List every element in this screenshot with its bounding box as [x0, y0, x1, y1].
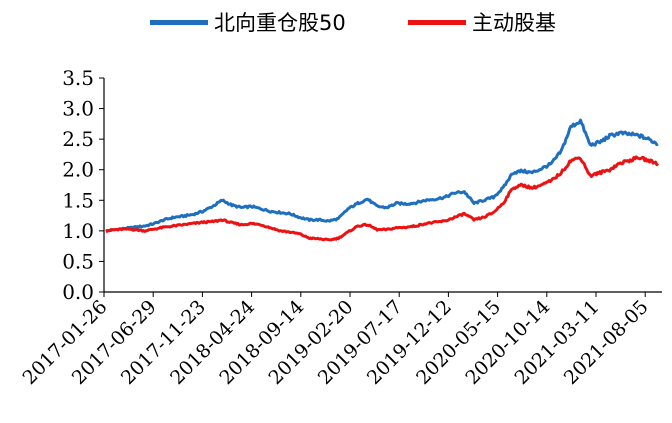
legend-swatch-active-fund [408, 19, 466, 25]
y-tick-label: 2.5 [62, 127, 94, 151]
y-tick-label: 1.0 [62, 219, 94, 243]
y-tick-label: 0.0 [62, 280, 94, 304]
chart-axes: 0.00.51.01.52.02.53.03.52017-01-262017-0… [19, 66, 662, 389]
y-tick-label: 0.5 [62, 249, 94, 273]
series-line-northbound [105, 118, 659, 233]
legend-entry-northbound: 北向重仓股50 [150, 6, 346, 38]
legend-label-northbound: 北向重仓股50 [214, 11, 346, 35]
y-tick-label: 2.0 [62, 158, 94, 182]
y-tick-label: 3.5 [62, 66, 94, 90]
y-tick-label: 3.0 [62, 97, 94, 121]
legend-entry-active-fund: 主动股基 [408, 6, 556, 38]
legend-label-active-fund: 主动股基 [472, 11, 556, 35]
chart-series [105, 118, 659, 242]
y-tick-label: 1.5 [62, 188, 94, 212]
chart-legend: 北向重仓股50 主动股基 [0, 6, 672, 38]
legend-swatch-northbound [150, 19, 208, 25]
series-line-active-fund [105, 155, 659, 242]
